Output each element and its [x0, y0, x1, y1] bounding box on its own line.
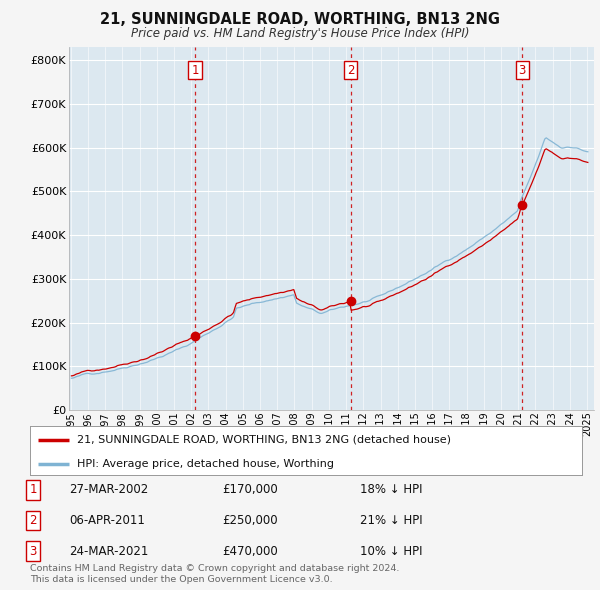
Text: 27-MAR-2002: 27-MAR-2002: [69, 483, 148, 496]
Text: This data is licensed under the Open Government Licence v3.0.: This data is licensed under the Open Gov…: [30, 575, 332, 584]
Text: HPI: Average price, detached house, Worthing: HPI: Average price, detached house, Wort…: [77, 459, 334, 469]
Text: 2: 2: [29, 514, 37, 527]
Text: 1: 1: [191, 64, 199, 77]
Text: 3: 3: [518, 64, 526, 77]
Text: Price paid vs. HM Land Registry's House Price Index (HPI): Price paid vs. HM Land Registry's House …: [131, 27, 469, 40]
Text: Contains HM Land Registry data © Crown copyright and database right 2024.: Contains HM Land Registry data © Crown c…: [30, 565, 400, 573]
Text: £470,000: £470,000: [222, 545, 278, 558]
Text: £170,000: £170,000: [222, 483, 278, 496]
Text: 18% ↓ HPI: 18% ↓ HPI: [360, 483, 422, 496]
Text: 06-APR-2011: 06-APR-2011: [69, 514, 145, 527]
Text: 24-MAR-2021: 24-MAR-2021: [69, 545, 148, 558]
Text: 2: 2: [347, 64, 355, 77]
Text: 10% ↓ HPI: 10% ↓ HPI: [360, 545, 422, 558]
Text: 3: 3: [29, 545, 37, 558]
Text: 1: 1: [29, 483, 37, 496]
Text: 21, SUNNINGDALE ROAD, WORTHING, BN13 2NG: 21, SUNNINGDALE ROAD, WORTHING, BN13 2NG: [100, 12, 500, 27]
Text: £250,000: £250,000: [222, 514, 278, 527]
Text: 21, SUNNINGDALE ROAD, WORTHING, BN13 2NG (detached house): 21, SUNNINGDALE ROAD, WORTHING, BN13 2NG…: [77, 435, 451, 445]
Text: 21% ↓ HPI: 21% ↓ HPI: [360, 514, 422, 527]
